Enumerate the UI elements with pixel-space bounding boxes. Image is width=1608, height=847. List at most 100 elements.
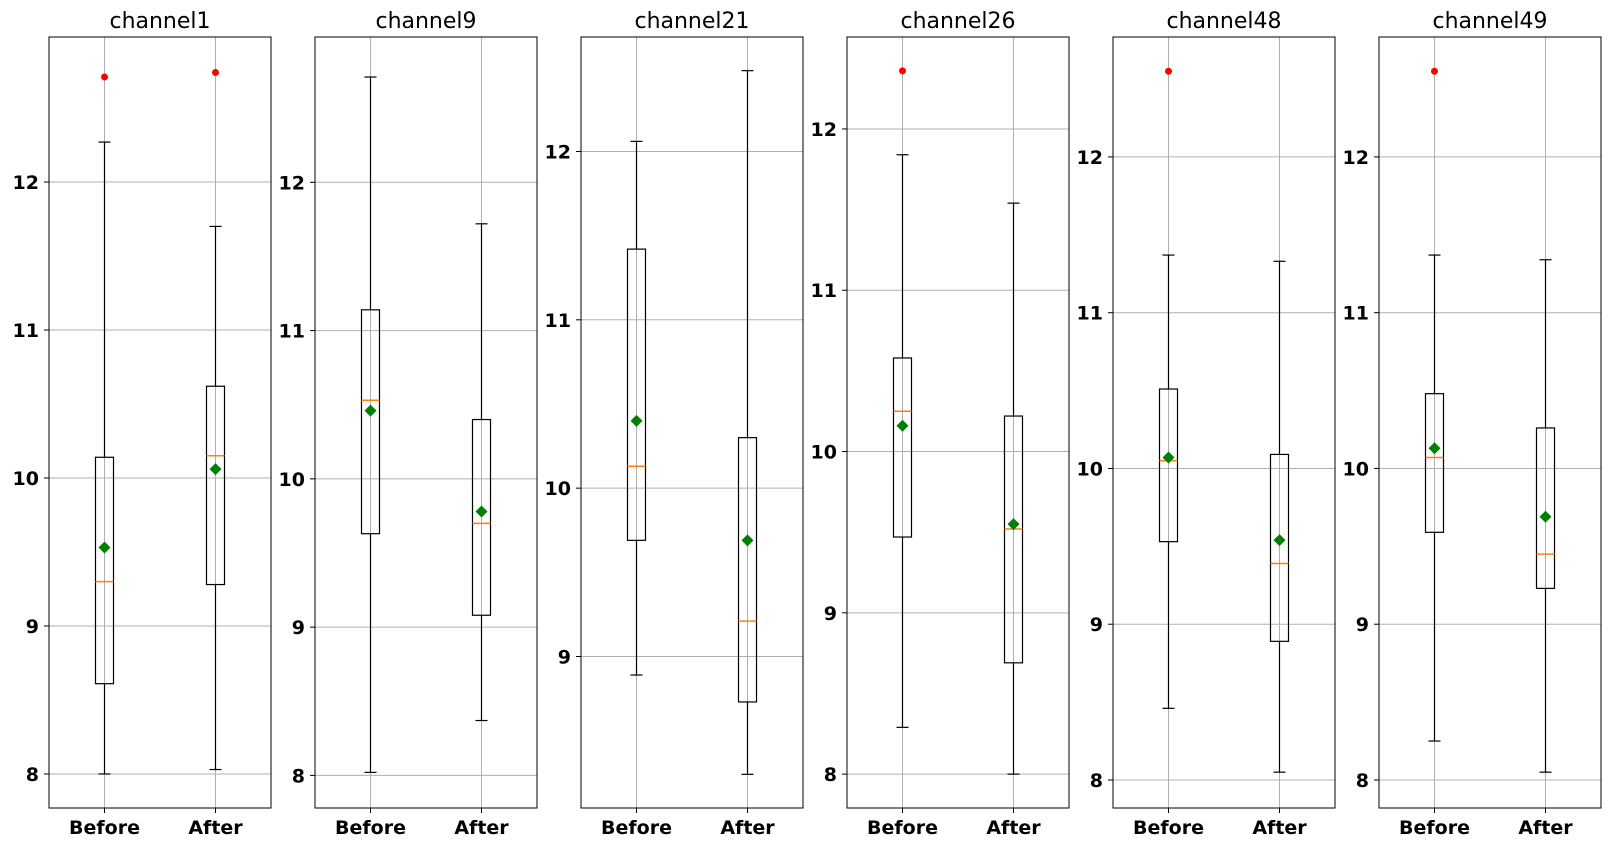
box-after [1535,259,1556,773]
axes-frame [846,36,1070,809]
mean-marker [1428,442,1441,455]
x-tick-label: Before [867,817,938,839]
mean-marker [364,404,377,417]
y-tick-label: 10 [279,469,305,491]
iqr-box [360,309,381,535]
y-tick-label: 11 [13,320,39,342]
axes-frame [1378,36,1602,809]
box-before [892,67,913,728]
x-tick-label: After [720,817,775,839]
iqr-box [1269,453,1290,642]
iqr-box [892,357,913,538]
x-tick-label: Before [1133,817,1204,839]
y-tick-label: 11 [545,310,571,332]
axes-frame [48,36,272,809]
box-before [1424,67,1445,742]
panel-title: channel49 [1432,9,1547,34]
y-tick-label: 12 [545,141,571,163]
iqr-box [1003,415,1024,664]
y-tick-label: 12 [811,119,837,141]
box-after [205,69,226,771]
box-after [471,223,492,722]
box-before [1158,67,1179,709]
x-tick-label: After [1518,817,1573,839]
outlier-point [1165,67,1172,75]
panel-channel49: channel49 8 9 10 11 12 Before After [1343,9,1602,839]
panel-channel9: channel9 8 9 10 11 12 Before After [279,9,538,839]
outlier-point [212,69,219,77]
panel-channel48: channel48 8 9 10 11 12 Before After [1077,9,1336,839]
y-tick-label: 8 [824,764,837,786]
panel-title: channel9 [375,9,476,34]
panel-title: channel21 [634,9,749,34]
y-tick-label: 10 [545,478,571,500]
y-tick-label: 8 [26,764,39,786]
x-tick-label: Before [1399,817,1470,839]
axes-frame [1112,36,1336,809]
iqr-box [1158,388,1179,543]
x-tick-label: After [188,817,243,839]
y-tick-label: 10 [1343,458,1369,480]
box-before [94,73,115,775]
panel-channel26: channel26 8 9 10 11 12 Before After [811,9,1070,839]
mean-marker [1273,534,1286,547]
outlier-point [899,67,906,75]
y-tick-label: 9 [824,603,837,625]
y-tick-label: 12 [13,172,39,194]
y-tick-label: 9 [1090,614,1103,636]
y-tick-label: 12 [279,172,305,194]
y-tick-label: 10 [811,442,837,464]
box-before [360,76,381,774]
box-after [1269,260,1290,773]
x-tick-label: After [986,817,1041,839]
y-tick-label: 12 [1077,147,1103,169]
panel-title: channel26 [900,9,1015,34]
y-tick-label: 11 [279,321,305,343]
y-tick-label: 9 [292,617,305,639]
x-tick-label: Before [335,817,406,839]
x-tick-label: After [454,817,509,839]
mean-marker [741,534,754,547]
y-tick-label: 8 [292,765,305,787]
y-tick-label: 9 [558,646,571,668]
mean-marker [209,463,222,476]
box-after [1003,202,1024,775]
y-tick-label: 8 [1090,770,1103,792]
iqr-box [626,248,647,541]
box-after [737,70,758,775]
x-tick-label: After [1252,817,1307,839]
iqr-box [471,418,492,616]
outlier-point [101,73,108,81]
panel-channel21: channel21 9 10 11 12 Before After [545,9,804,839]
panel-title: channel1 [109,9,210,34]
iqr-box [205,385,226,586]
y-tick-label: 11 [1343,303,1369,325]
outlier-point [1431,67,1438,75]
box-before [626,140,647,676]
mean-marker [475,505,488,518]
mean-marker [1539,510,1552,523]
y-tick-label: 10 [1077,458,1103,480]
mean-marker [896,419,909,432]
y-tick-label: 11 [1077,303,1103,325]
y-tick-label: 9 [1356,614,1369,636]
axes-frame [580,36,804,809]
iqr-box [1535,427,1556,589]
mean-marker [630,414,643,427]
x-tick-label: Before [601,817,672,839]
iqr-box [1424,393,1445,533]
mean-marker [1007,518,1020,531]
y-tick-label: 12 [1343,147,1369,169]
panel-title: channel48 [1166,9,1281,34]
axes-frame [314,36,538,809]
iqr-box [737,437,758,703]
mean-marker [98,541,111,554]
y-tick-label: 10 [13,468,39,490]
y-tick-label: 9 [26,616,39,638]
mean-marker [1162,451,1175,464]
y-tick-label: 11 [811,280,837,302]
iqr-box [94,456,115,685]
y-tick-label: 8 [1356,770,1369,792]
x-tick-label: Before [69,817,140,839]
